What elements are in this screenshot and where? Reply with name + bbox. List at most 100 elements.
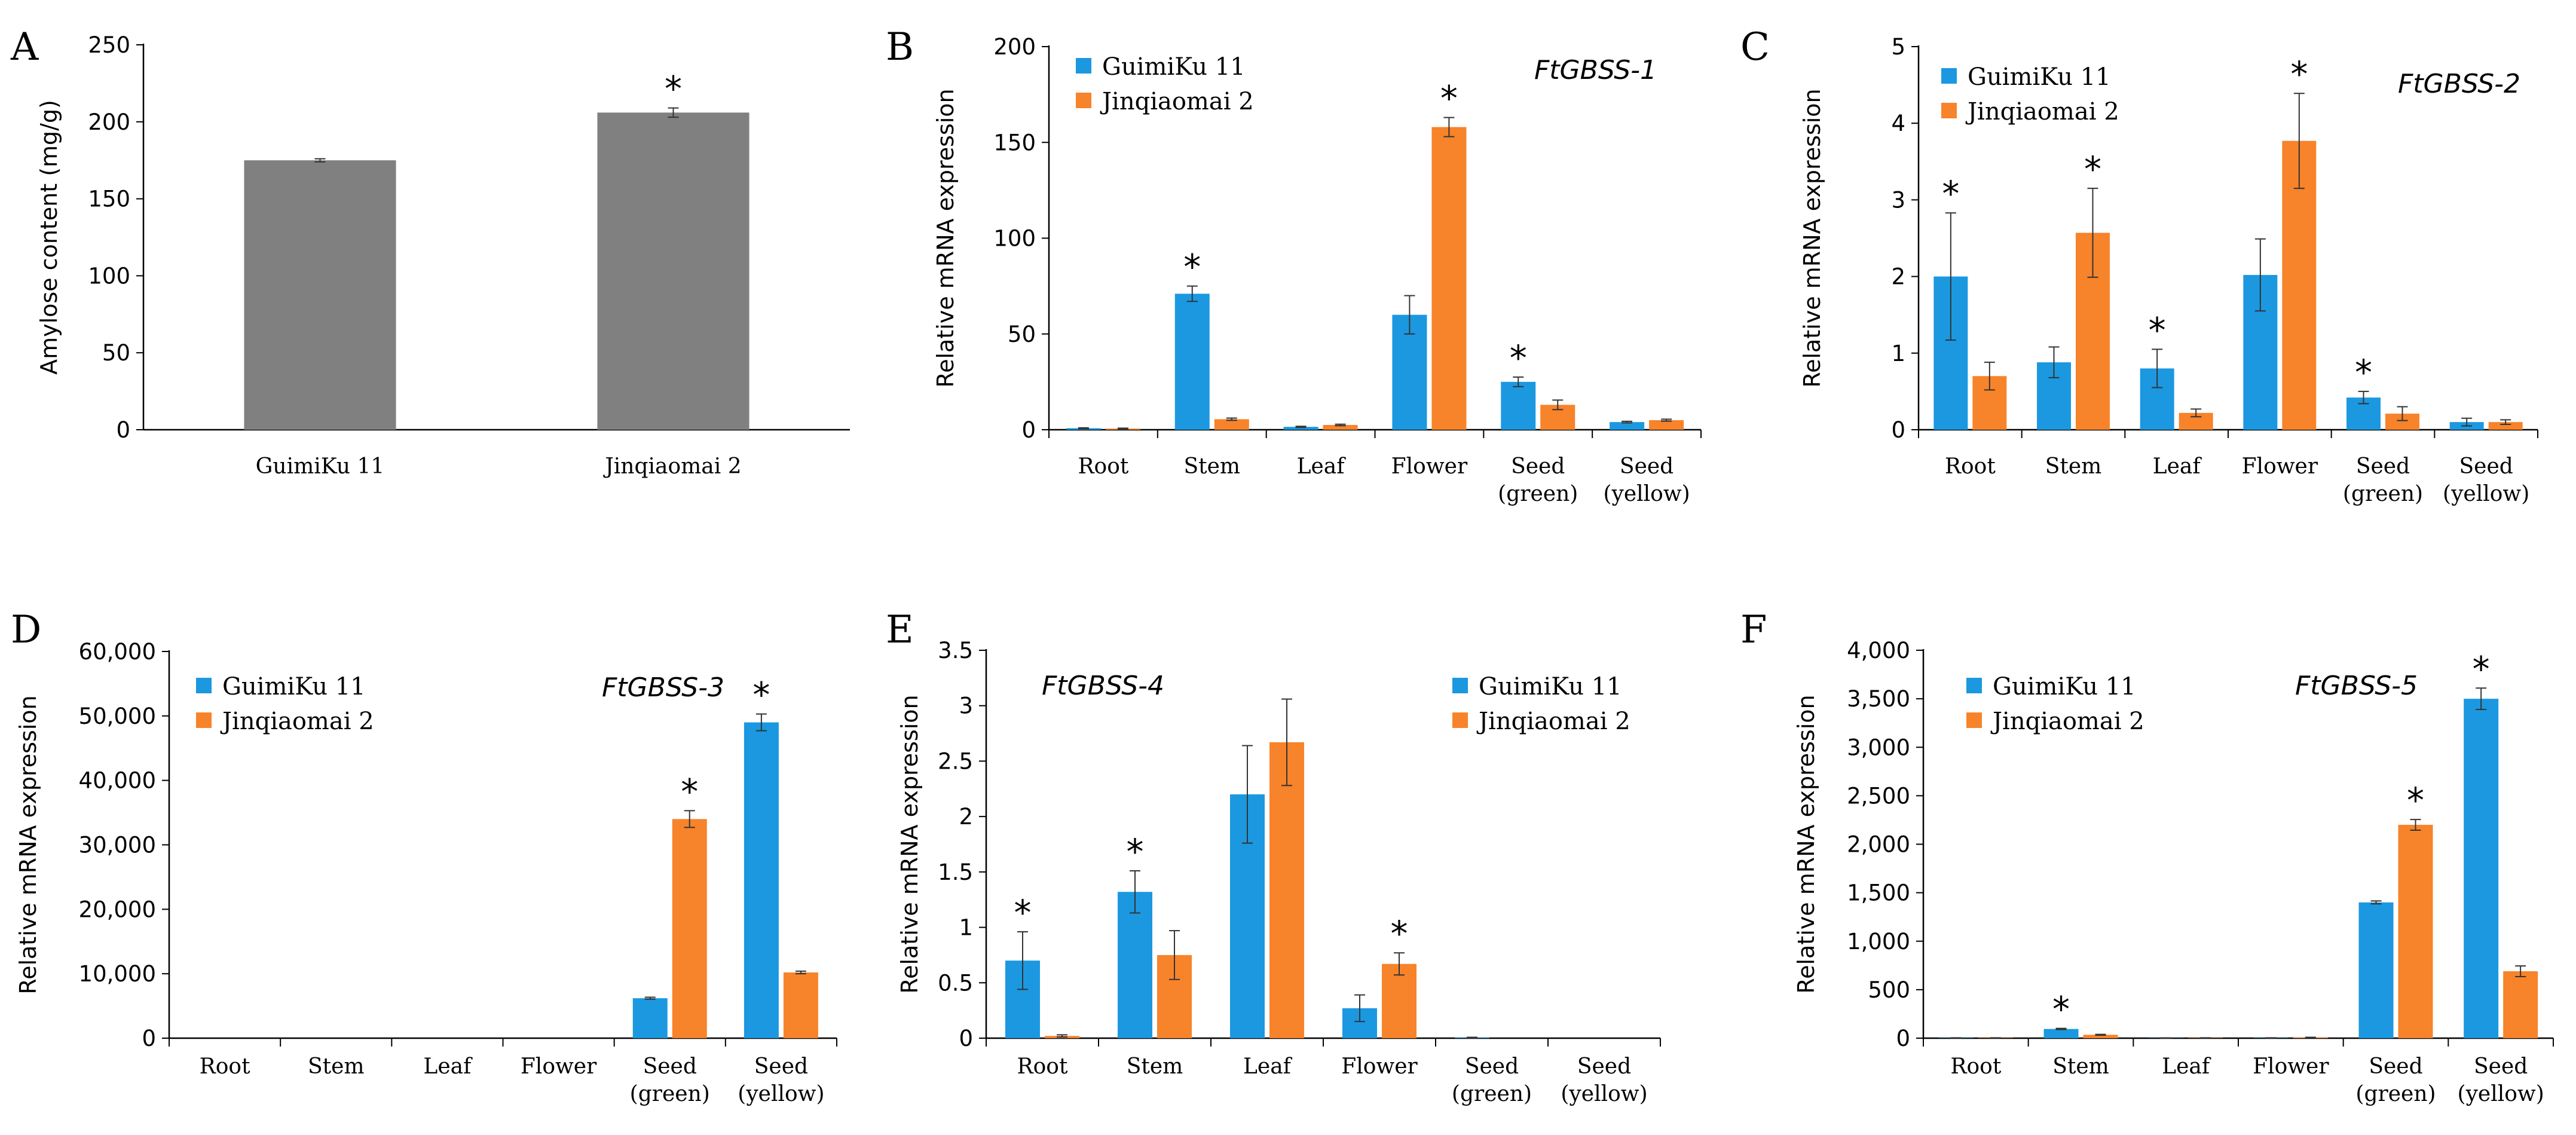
y-tick-label: 20,000 bbox=[79, 897, 156, 922]
significance-star: * bbox=[2473, 648, 2490, 689]
category-label: Flower bbox=[1391, 454, 1468, 479]
category-label: Root bbox=[1945, 454, 1996, 479]
bar-b-s2-3 bbox=[1431, 127, 1467, 430]
gene-title: FtGBSS-2 bbox=[2398, 69, 2520, 99]
panel-b: B 0 50 100 150 200 Relative mRNA expression * * *… bbox=[886, 25, 1702, 506]
legend-label: GuimiKu 11 bbox=[1479, 673, 1622, 700]
bar-e-s1-1 bbox=[1118, 892, 1152, 1038]
legend-swatch-jinqiaomai bbox=[196, 712, 212, 728]
category-label: Seed bbox=[1577, 1054, 1631, 1079]
significance-star: * bbox=[681, 771, 698, 812]
y-tick-label: 1 bbox=[1891, 341, 1905, 366]
category-label: Stem bbox=[1183, 454, 1240, 479]
category-label: Stem bbox=[1127, 1054, 1183, 1079]
significance-star: * bbox=[1510, 338, 1527, 378]
category-label: Jinqiaomai 2 bbox=[602, 454, 741, 479]
legend-label: Jinqiaomai 2 bbox=[1476, 708, 1630, 735]
y-tick-label: 10,000 bbox=[79, 961, 156, 987]
category-label: (green) bbox=[2355, 1082, 2436, 1106]
legend-swatch-guimiku bbox=[1941, 68, 1957, 84]
gene-title: FtGBSS-3 bbox=[602, 672, 724, 703]
significance-star: * bbox=[1014, 892, 1032, 933]
bar-b-s1-4 bbox=[1501, 381, 1536, 430]
category-label: Seed bbox=[1620, 454, 1674, 479]
significance-star: * bbox=[2084, 149, 2101, 189]
bar-d-s1-4 bbox=[632, 998, 668, 1038]
y-tick-label: 2.5 bbox=[938, 748, 973, 774]
y-tick-label: 0 bbox=[116, 417, 130, 443]
y-tick-label: 200 bbox=[993, 34, 1036, 60]
category-label: Stem bbox=[2045, 454, 2102, 479]
significance-star: * bbox=[1391, 913, 1408, 954]
significance-star: * bbox=[2149, 310, 2166, 350]
category-label: (yellow) bbox=[2458, 1082, 2544, 1106]
panel-d: D 0 10,000 20,000 30,000 40,000 50,000 60,000 Re… bbox=[11, 608, 837, 1106]
legend: GuimiKu 11 Jinqiaomai 2 bbox=[1452, 673, 1630, 735]
significance-star: * bbox=[1942, 173, 1959, 214]
category-label: Seed bbox=[2459, 454, 2513, 479]
panel-letter: F bbox=[1740, 608, 1767, 652]
y-tick-label: 4 bbox=[1891, 111, 1905, 136]
y-tick-label: 3 bbox=[1891, 187, 1905, 213]
y-tick-label: 200 bbox=[88, 109, 130, 135]
bar-f-s1-5 bbox=[2464, 699, 2499, 1038]
legend: GuimiKu 11 Jinqiaomai 2 bbox=[1941, 63, 2119, 126]
legend-label: GuimiKu 11 bbox=[222, 673, 366, 700]
legend-label: GuimiKu 11 bbox=[1993, 673, 2136, 700]
legend-swatch-guimiku bbox=[196, 678, 212, 693]
panel-letter: D bbox=[11, 608, 41, 652]
panel-a: A 0 50 100 150 200 250 Amylose content (mg/g) * G… bbox=[10, 25, 850, 479]
y-tick-label: 100 bbox=[88, 263, 130, 289]
significance-star: * bbox=[1183, 247, 1201, 287]
significance-star: * bbox=[1440, 78, 1458, 119]
y-tick-label: 50 bbox=[1008, 322, 1036, 347]
category-label: Flower bbox=[521, 1054, 597, 1079]
y-tick-label: 0 bbox=[1021, 417, 1036, 443]
bar-a-s1-0 bbox=[244, 160, 396, 430]
y-tick-label: 0.5 bbox=[938, 970, 973, 996]
y-tick-label: 0 bbox=[1896, 1026, 1910, 1051]
y-axis-title: Relative mRNA expression bbox=[932, 88, 959, 387]
panel-c: C 0 1 2 3 4 5 Relative mRNA expression * * * * * Root… bbox=[1740, 25, 2538, 506]
panel-f: F 0 500 1,000 1,500 2,000 2,500 3,000 3,500 4,000… bbox=[1740, 608, 2554, 1106]
category-label: Root bbox=[1950, 1054, 2001, 1079]
bar-b-s2-2 bbox=[1323, 424, 1358, 430]
y-tick-label: 3.5 bbox=[938, 638, 973, 663]
y-tick-label: 0 bbox=[142, 1026, 156, 1051]
y-tick-label: 1,000 bbox=[1847, 929, 1910, 954]
significance-star: * bbox=[2290, 54, 2308, 94]
category-label: Leaf bbox=[1243, 1054, 1293, 1079]
category-label: Leaf bbox=[1297, 454, 1347, 479]
y-tick-label: 3,500 bbox=[1847, 686, 1910, 712]
category-label: Seed bbox=[754, 1054, 808, 1079]
bar-d-s2-4 bbox=[672, 819, 707, 1038]
y-tick-label: 150 bbox=[88, 186, 130, 212]
legend: GuimiKu 11 Jinqiaomai 2 bbox=[196, 673, 374, 735]
y-tick-label: 1.5 bbox=[938, 859, 973, 885]
category-label: GuimiKu 11 bbox=[256, 454, 385, 479]
legend-label: Jinqiaomai 2 bbox=[1100, 88, 1254, 115]
legend-swatch-guimiku bbox=[1076, 58, 1091, 74]
category-label: Stem bbox=[2052, 1054, 2109, 1079]
category-label: (yellow) bbox=[1561, 1082, 1647, 1106]
gene-title: FtGBSS-5 bbox=[2295, 671, 2418, 701]
legend-label: Jinqiaomai 2 bbox=[1965, 98, 2119, 126]
y-tick-label: 2,500 bbox=[1847, 783, 1910, 809]
y-axis-title: Relative mRNA expression bbox=[1793, 695, 1819, 993]
bar-f-s1-4 bbox=[2358, 902, 2394, 1038]
legend-swatch-guimiku bbox=[1452, 678, 1468, 693]
bar-c-s2-5 bbox=[2488, 422, 2523, 430]
bar-a-s1-1 bbox=[597, 112, 749, 430]
y-tick-label: 0 bbox=[1891, 417, 1905, 443]
panel-letter: E bbox=[886, 608, 914, 652]
category-label: Root bbox=[1078, 454, 1128, 479]
significance-star: * bbox=[1127, 831, 1144, 872]
y-tick-label: 4,000 bbox=[1847, 638, 1910, 663]
y-tick-label: 2 bbox=[1891, 264, 1905, 290]
category-label: Root bbox=[200, 1054, 250, 1079]
legend-label: Jinqiaomai 2 bbox=[1990, 708, 2144, 735]
bar-e-s2-2 bbox=[1269, 742, 1304, 1038]
legend-swatch-jinqiaomai bbox=[1076, 93, 1091, 108]
category-label: (green) bbox=[2343, 482, 2423, 506]
y-tick-label: 250 bbox=[88, 32, 130, 58]
